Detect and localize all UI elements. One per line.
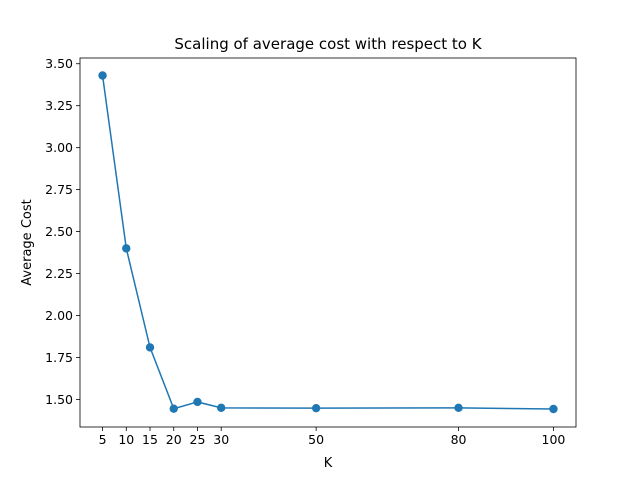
plot-area <box>79 57 577 428</box>
y-axis: 1.50 1.75 2.00 2.25 2.50 2.75 3.00 3.25 3.50 <box>45 56 80 407</box>
series-markers <box>98 71 558 414</box>
y-tick-label: 3.25 <box>45 98 73 113</box>
x-tick-label: 25 <box>190 432 206 447</box>
y-tick-label: 3.00 <box>45 140 73 155</box>
y-axis-label: Average Cost <box>20 199 35 285</box>
y-tick-label: 2.25 <box>45 266 73 281</box>
x-tick-label: 100 <box>542 432 566 447</box>
x-tick-label: 80 <box>451 432 467 447</box>
data-point <box>145 343 155 352</box>
series-line <box>101 75 554 410</box>
x-tick-label: 5 <box>99 432 107 447</box>
x-axis-label: K <box>324 456 333 471</box>
data-point <box>454 403 463 413</box>
x-tick-label: 50 <box>308 432 324 447</box>
data-point <box>311 403 321 413</box>
x-axis: 5 10 15 20 25 30 50 80 100 <box>99 427 566 447</box>
data-point <box>169 404 178 413</box>
data-point <box>549 404 558 414</box>
x-tick-label: 10 <box>118 432 134 447</box>
data-point <box>122 244 131 253</box>
y-tick-label: 2.50 <box>45 224 73 239</box>
chart-title: Scaling of average cost with respect to … <box>174 35 482 53</box>
y-tick-label: 1.75 <box>45 350 73 365</box>
y-tick-label: 2.75 <box>45 182 73 197</box>
data-point <box>217 403 226 413</box>
x-tick-label: 20 <box>166 432 182 447</box>
data-point <box>98 71 107 80</box>
x-tick-label: 15 <box>142 432 158 447</box>
x-tick-label: 30 <box>213 432 229 447</box>
data-point <box>193 397 202 407</box>
y-tick-label: 3.50 <box>45 56 73 71</box>
y-tick-label: 2.00 <box>45 308 73 323</box>
y-tick-label: 1.50 <box>45 392 73 407</box>
